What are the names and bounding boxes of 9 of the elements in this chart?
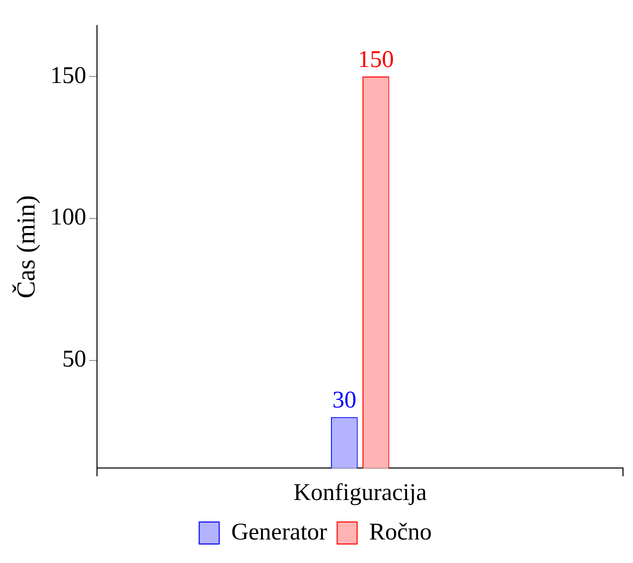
y-tick-label: 100 <box>50 204 86 231</box>
data-label: 30 <box>332 387 356 414</box>
data-label: 150 <box>358 46 394 73</box>
x-tick-label: Konfiguracija <box>293 480 428 506</box>
y-axis-title: Čas (min) <box>11 195 40 298</box>
y-tick-label: 150 <box>50 62 86 89</box>
legend-label: Ročno <box>369 519 432 546</box>
y-tick-label: 50 <box>62 346 86 373</box>
legend-label: Generator <box>231 519 328 546</box>
